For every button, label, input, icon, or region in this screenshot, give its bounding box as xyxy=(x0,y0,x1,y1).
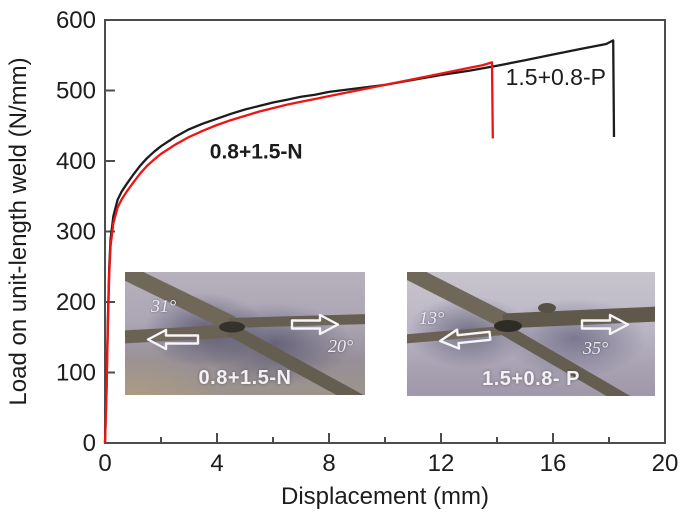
specimen-photo-inset-P: 13° 35° 1.5+0.8- P xyxy=(407,272,655,396)
upper-sheet xyxy=(407,272,511,330)
y-tick-label: 600 xyxy=(56,7,96,34)
pull-left-arrow-icon xyxy=(146,328,200,351)
y-tick-label: 200 xyxy=(56,289,96,316)
curve-label-0.8+1.5-N: 0.8+1.5-N xyxy=(210,140,303,163)
pull-right-arrow-icon xyxy=(290,313,340,336)
plot-frame xyxy=(104,19,666,444)
pull-left-arrow-icon xyxy=(438,328,492,350)
x-tick-label: 20 xyxy=(652,450,679,477)
inset-caption: 1.5+0.8- P xyxy=(482,368,580,390)
specimen-photo-inset-N: 31° 20° 0.8+1.5-N xyxy=(125,272,365,395)
upper-sheet xyxy=(125,272,236,332)
angle-label: 20° xyxy=(328,336,354,356)
x-tick-label: 4 xyxy=(210,450,223,477)
y-tick-label: 500 xyxy=(56,78,96,105)
inset-caption: 0.8+1.5-N xyxy=(198,367,292,389)
x-axis-title: Displacement (mm) xyxy=(281,483,489,510)
x-tick-label: 16 xyxy=(540,450,567,477)
lower-sheet xyxy=(501,324,631,396)
y-tick-label: 100 xyxy=(56,360,96,387)
y-tick-label: 300 xyxy=(56,219,96,246)
x-tick-label: 12 xyxy=(428,450,455,477)
y-axis-title: Load on unit-length weld (N/mm) xyxy=(5,57,32,405)
y-tick-label: 400 xyxy=(56,148,96,175)
x-tick-label: 8 xyxy=(322,450,335,477)
pull-right-arrow-icon xyxy=(580,313,630,336)
series-0.8+1.5-N xyxy=(103,61,494,444)
curve-label-1.5+0.8-P: 1.5+0.8-P xyxy=(506,64,606,90)
weld-spatter-bump xyxy=(538,303,556,313)
lower-sheet-left-arm xyxy=(125,324,236,344)
specimen-photo-art xyxy=(407,272,655,396)
x-tick-label: 0 xyxy=(98,450,111,477)
angle-label: 35° xyxy=(583,338,609,358)
y-tick-label: 0 xyxy=(83,430,96,457)
angle-label: 31° xyxy=(151,296,177,316)
upper-sheet-right-arm xyxy=(502,306,655,329)
specimen-photo-art xyxy=(125,272,365,395)
angle-label: 13° xyxy=(419,308,445,328)
weld-nugget xyxy=(219,321,245,333)
weld-nugget xyxy=(494,320,522,332)
lower-sheet xyxy=(227,324,364,395)
